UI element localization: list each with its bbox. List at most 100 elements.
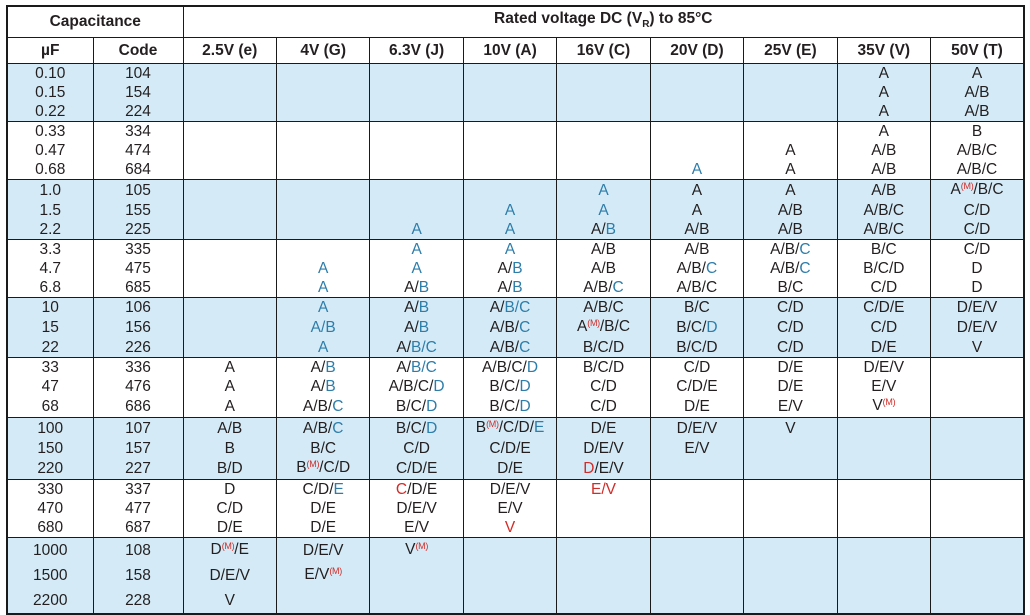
case-code-text: A (224, 359, 235, 377)
voltage-column-header: 2.5V (e) (182, 37, 277, 65)
uf-value: 4.7 (6, 259, 94, 279)
voltage-column-header: 25V (E) (743, 37, 838, 65)
case-codes-cell (182, 121, 277, 142)
table-row: 0.33 334 A B (6, 121, 1025, 142)
case-code-text: E/V (304, 566, 330, 584)
case-codes-cell: A (836, 121, 932, 142)
case-codes-cell (369, 179, 464, 202)
code-value: 684 (92, 160, 184, 180)
case-codes-cell (182, 297, 277, 318)
header-row-columns: µF Code 2.5V (e) 4V (G) 6.3V (J) 10V (A) 16V… (6, 37, 1025, 65)
case-code-text: E/V (404, 519, 430, 537)
case-codes-cell (930, 417, 1025, 440)
case-codes-cell: A/B (743, 220, 838, 240)
case-codes-cell: A (743, 141, 838, 161)
case-codes-cell (556, 141, 651, 161)
case-code-text: A/B (217, 420, 243, 438)
code-value: 337 (92, 479, 184, 500)
uf-value: 0.22 (6, 102, 94, 122)
case-codes-cell: A (462, 220, 558, 240)
case-code-text: C (799, 241, 811, 259)
table-row: 330 337 D C/D/E C/D/E D/E/V E/V (6, 479, 1025, 500)
case-code-text: A (504, 241, 516, 259)
table-row: 470 477 C/D D/E D/E/V E/V (6, 499, 1025, 519)
case-codes-cell: A (182, 377, 277, 397)
case-code-text: B/C/D (863, 260, 905, 278)
case-codes-cell (556, 563, 651, 589)
case-code-text: B/C/ (489, 378, 520, 396)
case-codes-cell (743, 63, 838, 84)
case-codes-cell (182, 63, 277, 84)
case-codes-cell: B/C/D (462, 377, 558, 397)
case-codes-cell (930, 588, 1025, 614)
case-codes-cell (556, 102, 651, 122)
case-code-text: B/C (411, 359, 437, 377)
case-codes-cell: D/E (743, 357, 838, 378)
case-code-text: V (504, 519, 516, 537)
table-row: 22 226 A A/B/C A/B/C B/C/D B/C/D C/D D/E V (6, 338, 1025, 358)
case-codes-cell (743, 563, 838, 589)
case-codes-cell: C/D (369, 439, 464, 459)
case-code-text: A/B (590, 241, 616, 259)
case-codes-cell: A (275, 338, 371, 358)
case-codes-cell: A/B/C (369, 357, 464, 378)
case-code-text: A (691, 182, 703, 200)
case-codes-cell: A (836, 102, 932, 122)
case-code-text: C/D/E (489, 440, 531, 458)
case-code-text: A (878, 84, 889, 102)
case-code-text: A/B (590, 260, 616, 278)
case-codes-cell (275, 63, 371, 84)
case-codes-cell (275, 220, 371, 240)
rated-voltage-header: Rated voltage DC (VR) to 85°C (182, 6, 1025, 39)
case-codes-cell (556, 160, 651, 180)
case-code-text: A/ (404, 279, 419, 297)
case-codes-cell: C/D/E (369, 458, 464, 480)
case-code-text: C/D (590, 378, 617, 396)
case-codes-cell (275, 239, 371, 260)
code-value: 158 (92, 563, 184, 589)
m-marker-superscript: (M) (486, 419, 499, 430)
code-value: 477 (92, 499, 184, 519)
table-row: 47 476 A A/B A/B/C/D B/C/D C/D C/D/E D/E E/V (6, 377, 1025, 397)
code-value: 336 (92, 357, 184, 378)
case-codes-cell (556, 83, 651, 103)
case-code-text: A/B (777, 221, 803, 239)
case-codes-cell (182, 83, 277, 103)
case-codes-cell (930, 377, 1025, 397)
case-code-text: A/B (871, 182, 897, 200)
case-codes-cell (462, 160, 558, 180)
case-codes-cell: A/B/C (743, 259, 838, 279)
case-codes-cell (836, 417, 932, 440)
case-codes-cell (275, 102, 371, 122)
case-codes-cell: B/C/D (369, 417, 464, 440)
table-row: 4.7 475 A A A/B A/B A/B/C A/B/C B/C/D D (6, 259, 1025, 279)
voltage-column-header: 10V (A) (462, 37, 558, 65)
case-codes-cell (743, 102, 838, 122)
uf-value: 2.2 (6, 220, 94, 240)
case-code-text: /E/V (594, 460, 624, 478)
uf-value: 3.3 (6, 239, 94, 260)
case-codes-cell (743, 518, 838, 538)
uf-value: 2200 (6, 588, 94, 614)
case-codes-cell: C/D/E (369, 479, 464, 500)
case-code-text: A/ (404, 299, 419, 317)
case-code-text: C/D (683, 359, 711, 377)
case-codes-cell: A (836, 63, 932, 84)
code-value: 226 (92, 338, 184, 358)
case-code-text: A (691, 202, 703, 220)
case-codes-cell: A/B/C (836, 201, 932, 221)
case-codes-cell: V(M) (369, 537, 464, 564)
case-codes-cell: D/E/V (649, 417, 745, 440)
case-codes-cell (182, 201, 277, 221)
case-code-text: D/E (310, 519, 337, 537)
case-codes-cell: A/B (462, 278, 558, 298)
code-value: 476 (92, 377, 184, 397)
case-code-text: E/V (590, 481, 616, 499)
case-codes-cell (836, 563, 932, 589)
case-code-text: /E (234, 541, 249, 559)
case-codes-cell (930, 396, 1025, 418)
case-code-text: A (318, 339, 329, 357)
uf-value: 0.68 (6, 160, 94, 180)
case-code-text: A/B/ (770, 241, 800, 259)
case-code-text: D/E/V (209, 566, 250, 584)
